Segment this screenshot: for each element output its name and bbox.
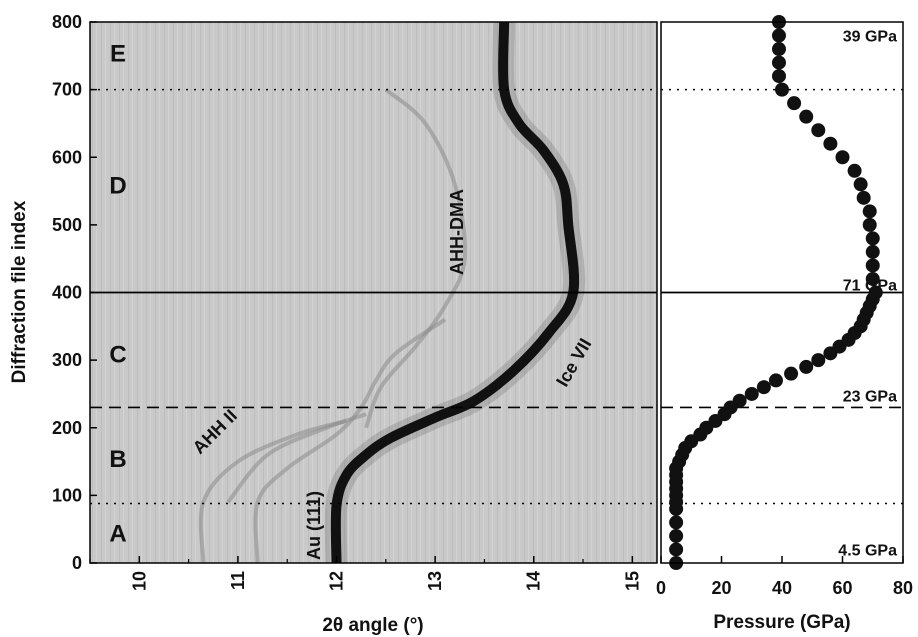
pressure-x-tick-label: 0 bbox=[656, 578, 666, 598]
pressure-x-tick-label: 80 bbox=[893, 578, 913, 598]
pressure-point bbox=[784, 366, 799, 381]
x-axis-ticks: 10 11 12 13 14 15 bbox=[89, 556, 642, 591]
pressure-point bbox=[787, 96, 802, 111]
pressure-point bbox=[799, 359, 814, 374]
trace-3 bbox=[198, 419, 347, 564]
pressure-point bbox=[856, 190, 871, 205]
y-tick-label: 400 bbox=[52, 283, 82, 303]
trace-ice-vii bbox=[330, 21, 580, 564]
pressure-point bbox=[771, 69, 786, 84]
pressure-label: 39 GPa bbox=[843, 29, 897, 46]
pressure-point bbox=[799, 109, 814, 124]
region-label-d: D bbox=[109, 172, 126, 199]
y-tick-label: 700 bbox=[52, 80, 82, 100]
pressure-axis-label: Pressure (GPa) bbox=[713, 612, 850, 633]
pressure-point bbox=[853, 177, 868, 192]
pressure-point bbox=[811, 353, 826, 368]
pressure-point bbox=[775, 82, 789, 97]
pressure-label: 4.5 GPa bbox=[838, 542, 897, 559]
pressure-label: 23 GPa bbox=[843, 388, 897, 405]
region-label-c: C bbox=[109, 341, 126, 368]
pressure-point bbox=[823, 136, 838, 151]
x-tick-label: 15 bbox=[622, 571, 642, 591]
region-label-a: A bbox=[109, 521, 126, 548]
pressure-point bbox=[669, 515, 684, 530]
y-tick-label: 500 bbox=[52, 215, 82, 235]
y-axis-ticks: 0 100 200 300 400 500 600 700 800 bbox=[52, 12, 97, 573]
pressure-point bbox=[744, 386, 759, 401]
region-boundaries bbox=[90, 88, 657, 505]
x-axis-label: 2θ angle (°) bbox=[322, 615, 423, 636]
y-tick-label: 300 bbox=[52, 350, 82, 370]
region-labels: A B C D E bbox=[109, 40, 126, 547]
pressure-point bbox=[862, 217, 877, 232]
trace-1 bbox=[364, 88, 468, 429]
x-tick-label: 13 bbox=[425, 571, 445, 591]
trace-4 bbox=[226, 412, 367, 504]
x-tick-label: 10 bbox=[129, 571, 149, 591]
y-tick-label: 0 bbox=[72, 553, 82, 573]
pressure-point bbox=[756, 380, 771, 395]
pressure-point bbox=[771, 55, 786, 70]
pressure-point bbox=[865, 271, 880, 286]
y-tick-label: 600 bbox=[52, 147, 82, 167]
pressure-point bbox=[732, 393, 747, 408]
pressure-x-tick-label: 20 bbox=[711, 578, 731, 598]
pressure-point bbox=[865, 258, 880, 273]
annotation-ahh-dma: AHH-DMA bbox=[447, 189, 467, 275]
diffraction-traces bbox=[198, 21, 586, 564]
x-tick-label: 14 bbox=[524, 571, 544, 591]
pressure-point bbox=[771, 42, 786, 57]
region-label-b: B bbox=[109, 446, 126, 473]
pressure-point bbox=[868, 285, 883, 300]
pressure-points bbox=[669, 15, 883, 570]
pressure-x-ticks: 0 20 40 60 80 bbox=[656, 556, 913, 598]
region-label-e: E bbox=[110, 40, 126, 67]
pressure-point bbox=[669, 542, 684, 557]
y-tick-label: 100 bbox=[52, 485, 82, 505]
y-tick-label: 800 bbox=[52, 12, 82, 32]
y-axis-label: Diffraction file index bbox=[9, 200, 30, 383]
pressure-point bbox=[669, 528, 684, 543]
pressure-point bbox=[865, 244, 880, 259]
pressure-x-tick-label: 40 bbox=[772, 578, 792, 598]
pressure-point bbox=[771, 28, 786, 43]
y-tick-label: 200 bbox=[52, 418, 82, 438]
x-tick-label: 11 bbox=[228, 571, 248, 590]
pressure-point bbox=[865, 231, 880, 246]
x-tick-label: 12 bbox=[327, 571, 347, 591]
pressure-point bbox=[835, 150, 850, 165]
pressure-panel: 39 GPa 71 GPa 23 GPa 4.5 GPa 0 20 40 60 80 Pres… bbox=[656, 15, 913, 633]
annotation-au-111: Au (111) bbox=[304, 491, 324, 560]
pressure-point bbox=[847, 163, 862, 178]
pressure-point bbox=[768, 373, 783, 388]
pressure-labels: 39 GPa 71 GPa 23 GPa 4.5 GPa bbox=[838, 29, 897, 560]
pressure-x-tick-label: 60 bbox=[832, 578, 852, 598]
pressure-point bbox=[862, 204, 877, 219]
pressure-point bbox=[811, 123, 826, 138]
pressure-label: 71 GPa bbox=[843, 277, 897, 294]
